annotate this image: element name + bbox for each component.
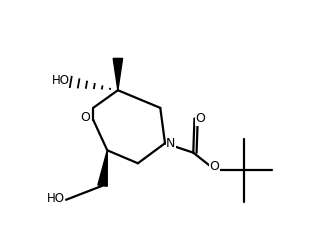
Text: O: O (195, 112, 205, 125)
Text: O: O (210, 160, 219, 173)
Text: HO: HO (47, 192, 65, 205)
Text: O: O (80, 111, 90, 124)
Text: N: N (166, 137, 176, 150)
Text: HO: HO (51, 74, 70, 87)
Polygon shape (113, 58, 122, 90)
Polygon shape (98, 150, 107, 186)
